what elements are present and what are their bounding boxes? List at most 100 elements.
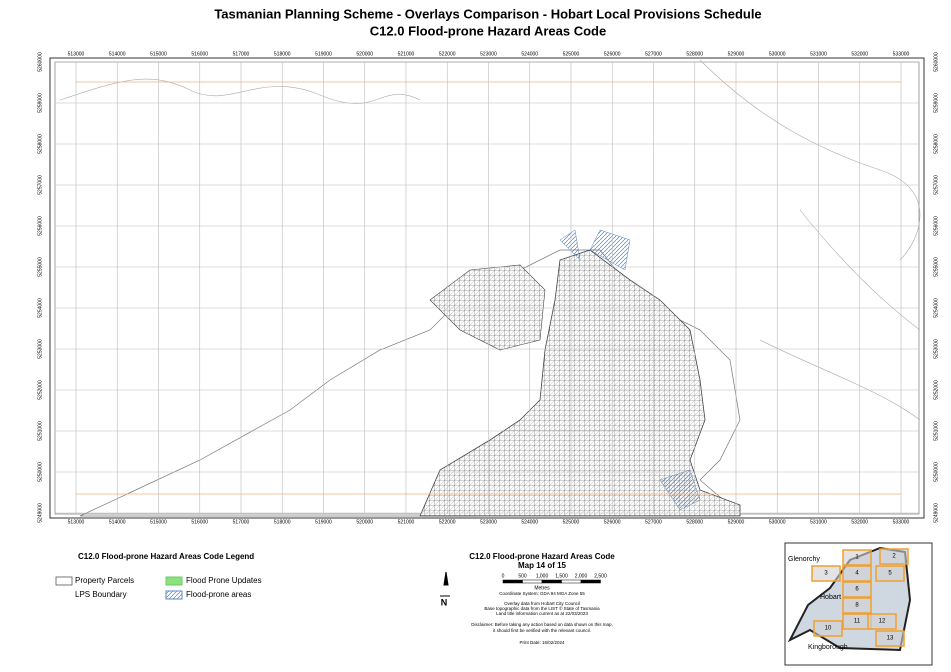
x-coord-label: 521000 <box>398 51 415 57</box>
tile-label: 13 <box>887 636 894 642</box>
x-coord-label: 516000 <box>191 51 208 57</box>
x-coord-label: 526000 <box>604 519 621 525</box>
x-coord-label: 516000 <box>191 519 208 525</box>
x-coord-label: 519000 <box>315 51 332 57</box>
y-coord-label: 5251000 <box>933 421 939 441</box>
info-line: Disclaimer: Before taking any action bas… <box>471 622 613 627</box>
legend-item: LPS Boundary <box>75 590 127 599</box>
x-coord-label: 528000 <box>686 51 703 57</box>
legend-item: Property Parcels <box>75 576 134 585</box>
x-coord-label: 519000 <box>315 519 332 525</box>
north-arrow: N <box>441 597 448 607</box>
info-line: it should first be verified with the rel… <box>493 628 591 633</box>
map-tile <box>842 549 872 566</box>
legend-title: C12.0 Flood-prone Hazard Areas Code Lege… <box>78 552 254 561</box>
tile-label: 1 <box>855 555 859 561</box>
map-tile <box>842 565 872 582</box>
x-coord-label: 524000 <box>521 519 538 525</box>
place-label: Glenorchy <box>788 556 820 563</box>
x-coord-label: 529000 <box>728 519 745 525</box>
scale-label: 1,000 <box>536 573 549 579</box>
scale-bar <box>522 579 543 584</box>
place-label: Kingborough <box>808 644 848 651</box>
x-coord-label: 514000 <box>109 519 126 525</box>
x-coord-label: 514000 <box>109 51 126 57</box>
map-tile <box>875 565 905 582</box>
legend-item: Flood-prone areas <box>186 590 251 599</box>
y-coord-label: 5255000 <box>933 257 939 277</box>
x-coord-label: 532000 <box>851 51 868 57</box>
x-coord-label: 533000 <box>893 519 910 525</box>
y-coord-label: 5249000 <box>933 503 939 523</box>
scale-label: 500 <box>518 573 527 579</box>
info-title: C12.0 Flood-prone Hazard Areas Code <box>469 552 615 561</box>
y-coord-label: 5257000 <box>933 175 939 195</box>
x-coord-label: 530000 <box>769 519 786 525</box>
y-coord-label: 5252000 <box>37 380 43 400</box>
x-coord-label: 522000 <box>439 519 456 525</box>
x-coord-label: 521000 <box>398 519 415 525</box>
map-tile <box>842 581 872 598</box>
y-coord-label: 5250000 <box>37 462 43 482</box>
tile-label: 8 <box>855 603 859 609</box>
map-tile <box>842 597 872 614</box>
scale-bar <box>580 579 601 584</box>
title: Tasmanian Planning Scheme - Overlays Com… <box>214 6 761 21</box>
tile-label: 4 <box>855 571 859 577</box>
x-coord-label: 523000 <box>480 51 497 57</box>
map-tile <box>867 613 897 630</box>
place-label: Hobart <box>820 594 841 601</box>
map-tile <box>813 620 843 637</box>
x-coord-label: 518000 <box>274 51 291 57</box>
tile-label: 6 <box>855 587 859 593</box>
info-line: Print Date: 16/02/2024 <box>519 640 565 645</box>
scale-unit: Metres <box>534 585 550 591</box>
x-coord-label: 529000 <box>728 51 745 57</box>
y-coord-label: 5256000 <box>933 216 939 236</box>
info-line: Base topographic data from the LIST © St… <box>484 605 600 611</box>
x-coord-label: 528000 <box>686 519 703 525</box>
x-coord-label: 515000 <box>150 51 167 57</box>
x-coord-label: 533000 <box>893 51 910 57</box>
map-number: Map 14 of 15 <box>518 561 567 570</box>
info-line: Land title information current as at 22/… <box>496 611 588 616</box>
x-coord-label: 532000 <box>851 519 868 525</box>
y-coord-label: 5260000 <box>933 52 939 72</box>
y-coord-label: 5254000 <box>933 298 939 318</box>
y-coord-label: 5256000 <box>37 216 43 236</box>
y-coord-label: 5251000 <box>37 421 43 441</box>
x-coord-label: 524000 <box>521 51 538 57</box>
x-coord-label: 525000 <box>563 519 580 525</box>
scale-label: 2,000 <box>575 573 588 579</box>
y-coord-label: 5249000 <box>37 503 43 523</box>
y-coord-label: 5258000 <box>37 134 43 154</box>
y-coord-label: 5253000 <box>933 339 939 359</box>
tile-label: 11 <box>854 619 861 625</box>
y-coord-label: 5259000 <box>37 93 43 113</box>
x-coord-label: 531000 <box>810 51 827 57</box>
y-coord-label: 5259000 <box>933 93 939 113</box>
y-coord-label: 5258000 <box>933 134 939 154</box>
tile-label: 10 <box>825 626 832 632</box>
map-frame: 513000 513000 514000 514000 515000 515000 5160… <box>37 51 939 525</box>
x-coord-label: 513000 <box>68 51 85 57</box>
x-coord-label: 530000 <box>769 51 786 57</box>
scale-label: 1,500 <box>555 573 568 579</box>
y-coord-label: 5255000 <box>37 257 43 277</box>
tile-label: 2 <box>892 554 896 560</box>
y-coord-label: 5253000 <box>37 339 43 359</box>
map-tile <box>811 565 841 582</box>
legend-item: Flood Prone Updates <box>186 576 262 585</box>
map-tile <box>879 548 909 565</box>
map-tile <box>875 630 905 647</box>
tile-label: 3 <box>824 571 828 577</box>
x-coord-label: 517000 <box>233 51 250 57</box>
x-coord-label: 526000 <box>604 51 621 57</box>
legend: C12.0 Flood-prone Hazard Areas Code Lege… <box>55 552 262 600</box>
x-coord-label: 527000 <box>645 51 662 57</box>
y-coord-label: 5260000 <box>37 52 43 72</box>
scale-bar <box>541 579 562 584</box>
x-coord-label: 515000 <box>150 519 167 525</box>
